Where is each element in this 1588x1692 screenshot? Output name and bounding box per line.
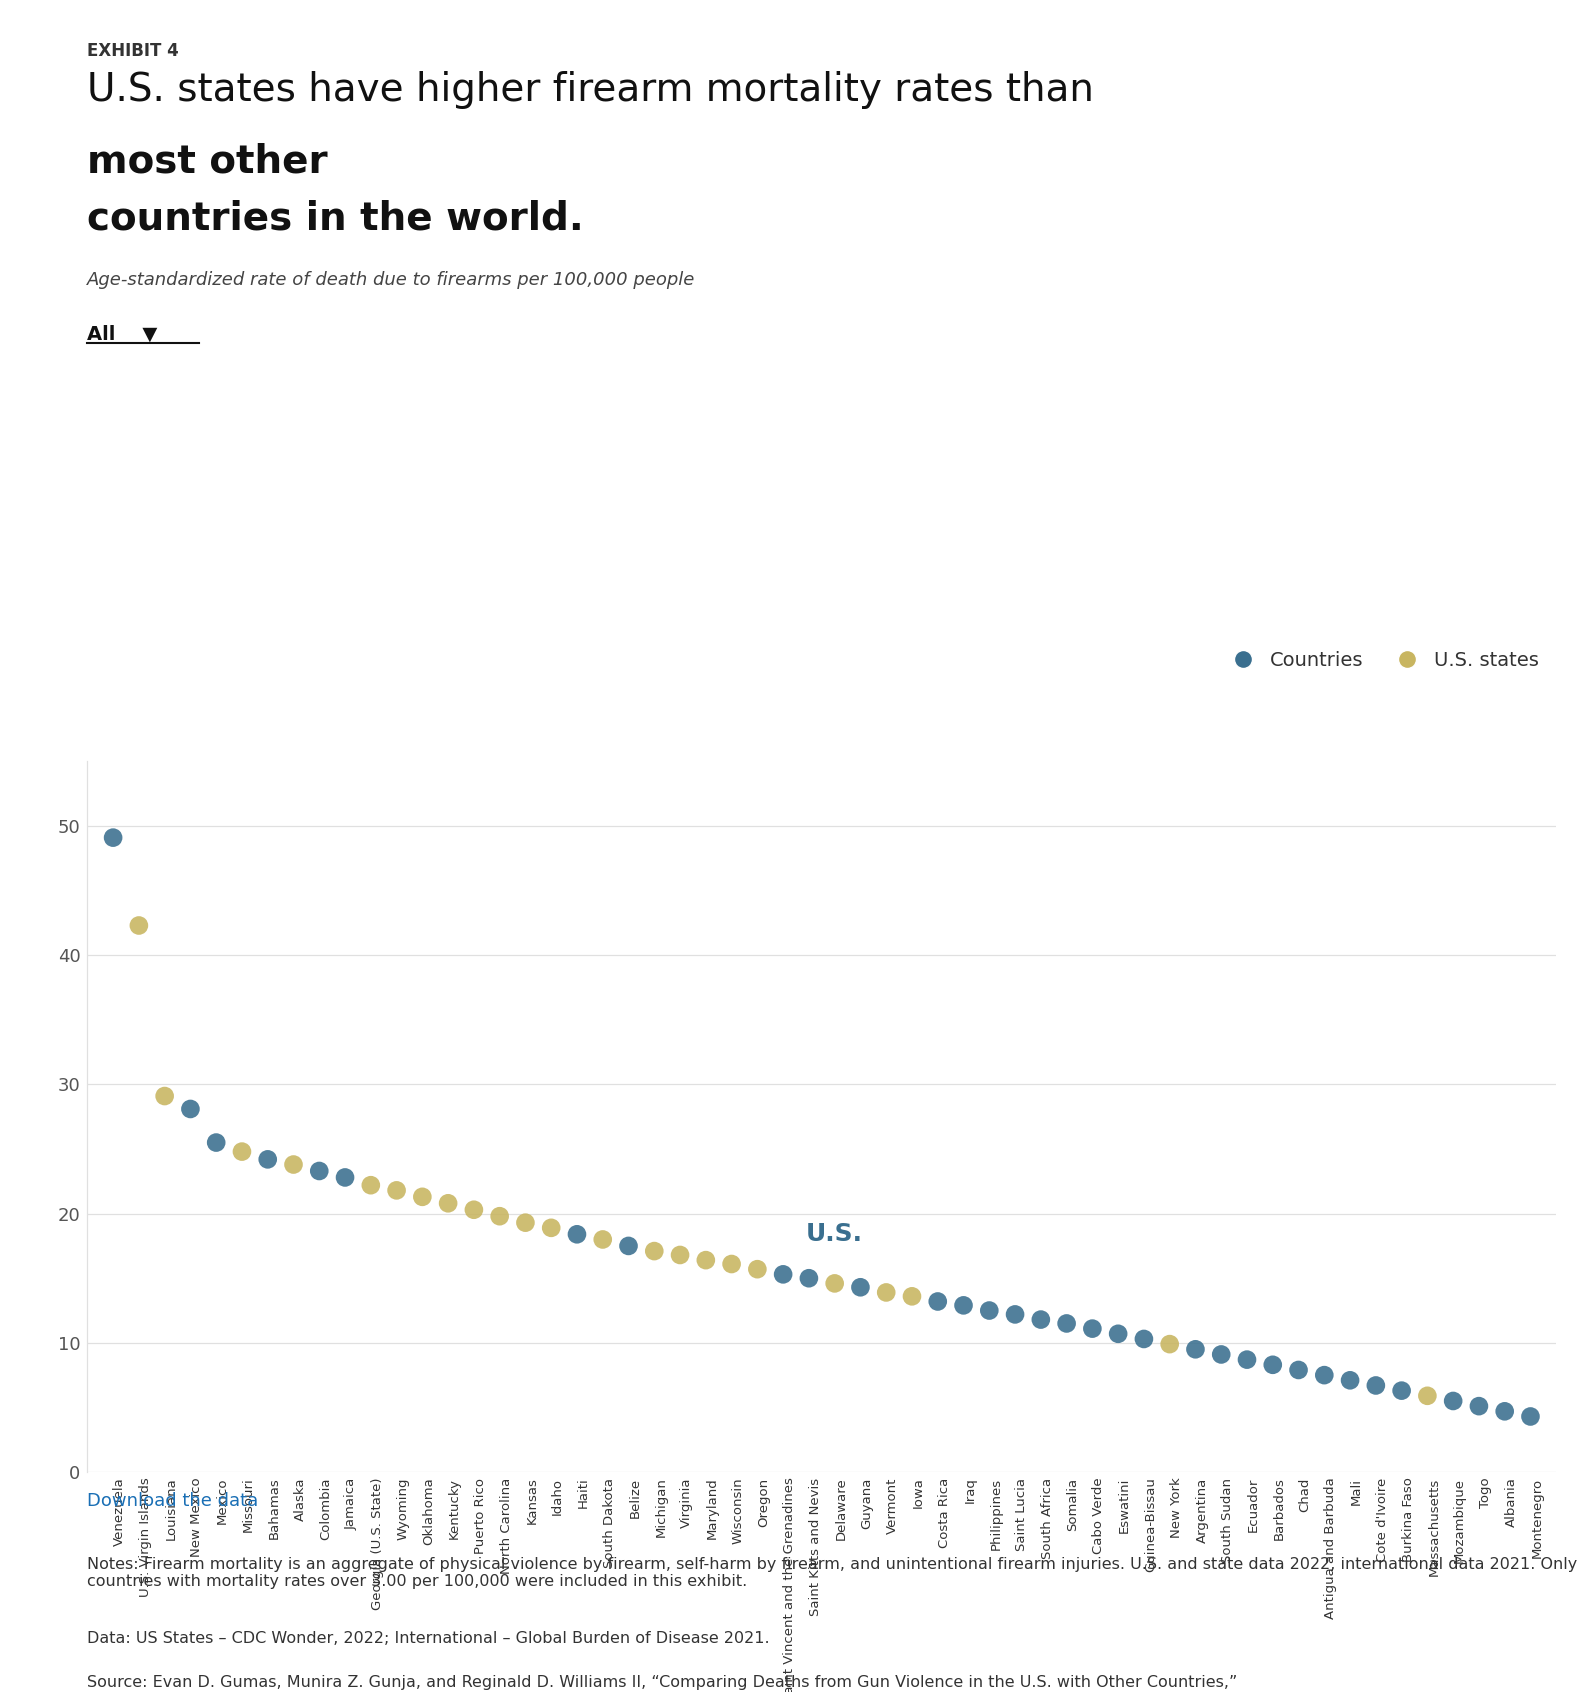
Point <box>796 1264 821 1291</box>
Point <box>1440 1387 1466 1415</box>
Point <box>1105 1320 1131 1347</box>
Point <box>125 912 151 939</box>
Point <box>1363 1372 1388 1399</box>
Point <box>899 1283 924 1310</box>
Text: countries in the world.: countries in the world. <box>87 200 584 237</box>
Point <box>410 1183 435 1210</box>
Point <box>692 1247 718 1274</box>
Text: Source: Evan D. Gumas, Munira Z. Gunja, and Reginald D. Williams II, “Comparing : Source: Evan D. Gumas, Munira Z. Gunja, … <box>87 1675 1237 1690</box>
Point <box>719 1250 745 1277</box>
Point <box>591 1227 616 1254</box>
Point <box>1337 1367 1363 1394</box>
Point <box>1286 1357 1312 1384</box>
Point <box>823 1271 848 1298</box>
Point <box>1002 1301 1027 1328</box>
Point <box>178 1095 203 1122</box>
Text: U.S.: U.S. <box>807 1222 864 1245</box>
Point <box>1390 1377 1415 1404</box>
Point <box>256 1145 281 1173</box>
Point <box>848 1274 873 1301</box>
Point <box>1158 1330 1183 1357</box>
Point <box>1415 1382 1440 1409</box>
Text: most other: most other <box>87 142 329 179</box>
Point <box>488 1203 513 1230</box>
Legend: Countries, U.S. states: Countries, U.S. states <box>1216 643 1547 678</box>
Point <box>926 1288 951 1315</box>
Point <box>203 1129 229 1156</box>
Point <box>745 1255 770 1283</box>
Text: All    ▼: All ▼ <box>87 325 157 343</box>
Point <box>100 824 125 851</box>
Point <box>306 1157 332 1184</box>
Point <box>152 1083 178 1110</box>
Point <box>1466 1393 1491 1420</box>
Point <box>770 1261 796 1288</box>
Text: EXHIBIT 4: EXHIBIT 4 <box>87 42 179 61</box>
Point <box>977 1298 1002 1325</box>
Point <box>332 1164 357 1191</box>
Point <box>384 1178 410 1205</box>
Point <box>1080 1315 1105 1342</box>
Point <box>1054 1310 1080 1337</box>
Point <box>513 1210 538 1237</box>
Point <box>667 1242 692 1269</box>
Point <box>873 1279 899 1306</box>
Point <box>461 1196 486 1223</box>
Point <box>1518 1403 1544 1430</box>
Point <box>281 1151 306 1178</box>
Point <box>1183 1335 1208 1362</box>
Text: U.S. states have higher firearm mortality rates than: U.S. states have higher firearm mortalit… <box>87 71 1107 108</box>
Text: Download the data: Download the data <box>87 1492 259 1511</box>
Point <box>229 1139 254 1166</box>
Text: Notes: Firearm mortality is an aggregate of physical violence by firearm, self-h: Notes: Firearm mortality is an aggregate… <box>87 1557 1577 1589</box>
Point <box>1259 1352 1285 1379</box>
Point <box>538 1215 564 1242</box>
Text: Age-standardized rate of death due to firearms per 100,000 people: Age-standardized rate of death due to fi… <box>87 271 696 289</box>
Point <box>616 1232 642 1259</box>
Point <box>1234 1347 1259 1374</box>
Point <box>1493 1398 1518 1425</box>
Point <box>642 1237 667 1264</box>
Point <box>1312 1362 1337 1389</box>
Point <box>1027 1306 1053 1333</box>
Point <box>564 1220 589 1247</box>
Point <box>1131 1325 1156 1352</box>
Point <box>1208 1342 1234 1369</box>
Point <box>951 1291 977 1318</box>
Text: Data: US States – CDC Wonder, 2022; International – Global Burden of Disease 202: Data: US States – CDC Wonder, 2022; Inte… <box>87 1631 770 1646</box>
Point <box>359 1171 384 1198</box>
Point <box>435 1189 461 1217</box>
